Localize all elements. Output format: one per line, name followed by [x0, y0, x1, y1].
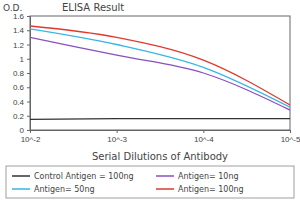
y-axis: 00.20.40.60.811.21.41.6 — [13, 12, 31, 135]
y-tick-mark — [27, 73, 30, 74]
legend-label: Antigen= 100ng — [178, 185, 244, 194]
series-line — [30, 29, 290, 107]
series-line — [30, 37, 290, 110]
y-tick: 0.6 — [13, 83, 30, 92]
legend-swatch — [12, 188, 30, 190]
x-axis-line — [31, 131, 291, 134]
y-tick-label: 1.4 — [13, 26, 25, 35]
x-tick-mark — [117, 130, 118, 133]
x-tick-mark — [290, 130, 291, 133]
y-tick-label: 1.6 — [13, 12, 25, 21]
y-tick: 0.8 — [13, 69, 30, 78]
y-tick-mark — [27, 30, 30, 31]
lines — [30, 26, 290, 119]
y-tick-mark — [27, 87, 30, 88]
y-tick-mark — [27, 102, 30, 103]
y-tick: 0.4 — [13, 98, 30, 107]
y-tick: 1.4 — [13, 26, 30, 35]
series-line — [30, 26, 290, 105]
y-tick-label: 1 — [20, 55, 25, 64]
x-tick-mark — [30, 130, 31, 133]
y-tick-mark — [27, 16, 30, 17]
legend-swatch — [156, 188, 174, 190]
y-tick-label: 0.6 — [13, 83, 25, 92]
y-tick-mark — [27, 59, 30, 60]
legend-label: Antigen= 10ng — [178, 172, 239, 181]
x-tick: 10^-5 — [281, 130, 300, 144]
x-tick-label: 10^-4 — [194, 135, 214, 144]
legend-label: Control Antigen = 100ng — [34, 172, 134, 181]
series-line — [30, 118, 290, 120]
x-tick: 10^-3 — [107, 130, 127, 144]
x-tick-mark — [203, 130, 204, 133]
chart: ELISA ResultO.D.Serial Dilutions of Anti… — [0, 0, 300, 200]
y-axis-line — [27, 17, 31, 131]
y-tick-mark — [27, 130, 30, 131]
x-tick: 10^-4 — [194, 130, 214, 144]
x-axis-title: Serial Dilutions of Antibody — [92, 151, 228, 162]
legend-box — [6, 166, 294, 198]
y-tick: 1.6 — [13, 12, 30, 21]
y-tick-label: 0.8 — [13, 69, 25, 78]
y-tick: 0.2 — [13, 112, 30, 121]
x-axis: 10^-2 10^-3 10^-4 10^-5 — [21, 130, 300, 144]
y-tick-mark — [27, 45, 30, 46]
legend-swatch — [12, 175, 30, 177]
x-tick-label: 10^-2 — [21, 135, 41, 144]
x-tick: 10^-2 — [21, 130, 41, 144]
legend-swatch — [156, 175, 174, 177]
y-tick-label: 1.2 — [13, 41, 25, 50]
y-tick: 1 — [20, 55, 30, 64]
plot-frame — [30, 16, 290, 130]
y-tick-label: 0.2 — [13, 112, 25, 121]
title: ELISA Result — [62, 2, 124, 13]
y-tick-label: 0.4 — [13, 98, 25, 107]
legend: Control Antigen = 100ng Antigen= 10ng Anti… — [6, 166, 294, 198]
y-tick: 1.2 — [13, 41, 30, 50]
x-tick-label: 10^-5 — [281, 135, 300, 144]
y-tick-mark — [27, 116, 30, 117]
x-tick-label: 10^-3 — [107, 135, 127, 144]
legend-label: Antigen= 50ng — [34, 185, 95, 194]
